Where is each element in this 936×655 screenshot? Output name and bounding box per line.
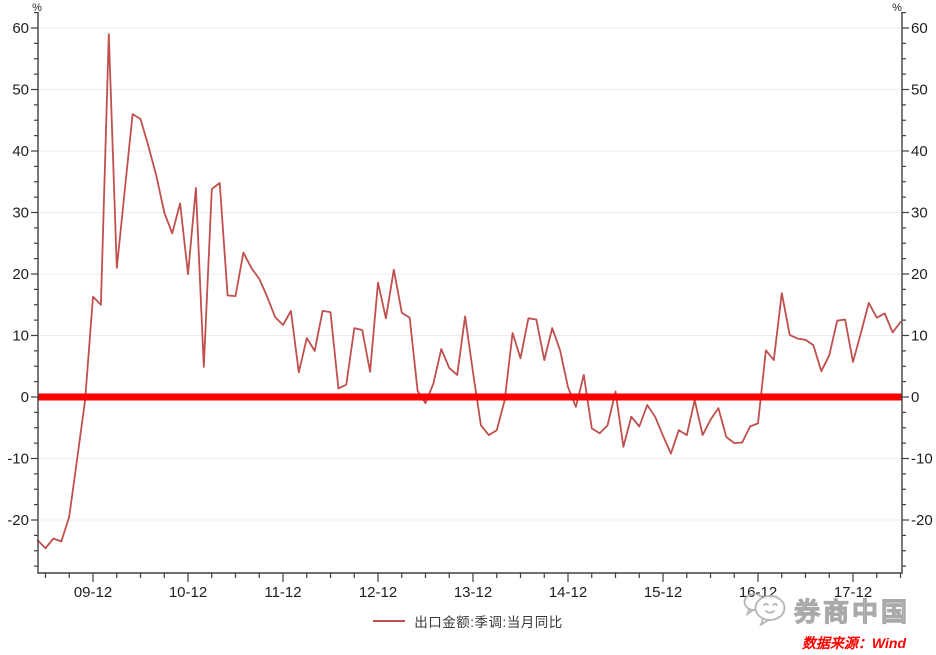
svg-text:-20: -20: [7, 512, 29, 529]
gridlines: [38, 27, 902, 521]
svg-text:13-12: 13-12: [454, 584, 492, 601]
svg-text:15-12: 15-12: [644, 584, 682, 601]
szchina-logo-icon: [743, 593, 786, 627]
svg-text:20: 20: [911, 266, 928, 283]
tick-labels: -20 -20 -10 -10 0 0 10 10 20 20 30 30 40 40 50 50 60 60 09…: [7, 2, 932, 601]
svg-text:30: 30: [12, 205, 29, 222]
svg-text:60: 60: [911, 20, 928, 37]
svg-text:50: 50: [911, 82, 928, 99]
svg-text:10: 10: [12, 328, 29, 345]
axes: [37, 12, 903, 574]
svg-text:50: 50: [12, 82, 29, 99]
legend-line-swatch: [373, 620, 406, 622]
svg-text:0: 0: [21, 389, 29, 406]
svg-text:30: 30: [911, 205, 928, 222]
data-source-note: 数据来源：Wind: [801, 635, 906, 651]
legend-label: 出口金额:季调:当月同比: [414, 615, 563, 630]
svg-text:20: 20: [12, 266, 29, 283]
svg-text:-20: -20: [911, 512, 933, 529]
svg-text:-10: -10: [7, 451, 29, 468]
ticks: [31, 12, 909, 582]
svg-text:%: %: [892, 2, 902, 14]
svg-text:10-12: 10-12: [169, 584, 207, 601]
series-line: [36, 33, 902, 550]
svg-text:%: %: [32, 2, 42, 14]
svg-text:60: 60: [12, 20, 29, 37]
svg-text:17-12: 17-12: [834, 584, 872, 601]
brand-block: 券商中国: [742, 591, 910, 629]
svg-text:40: 40: [12, 143, 29, 160]
svg-text:12-12: 12-12: [359, 584, 397, 601]
svg-text:0: 0: [911, 389, 919, 406]
export-yoy-chart: -20 -20 -10 -10 0 0 10 10 20 20 30 30 40 40 50 50 60 60 09…: [7, 2, 932, 601]
svg-text:14-12: 14-12: [549, 584, 587, 601]
svg-text:09-12: 09-12: [74, 584, 112, 601]
svg-text:11-12: 11-12: [264, 584, 301, 601]
svg-text:10: 10: [911, 328, 928, 345]
svg-text:-10: -10: [911, 451, 933, 468]
svg-text:40: 40: [911, 143, 928, 160]
brand-name: 券商中国: [793, 596, 910, 627]
legend: 出口金额:季调:当月同比: [0, 611, 936, 631]
